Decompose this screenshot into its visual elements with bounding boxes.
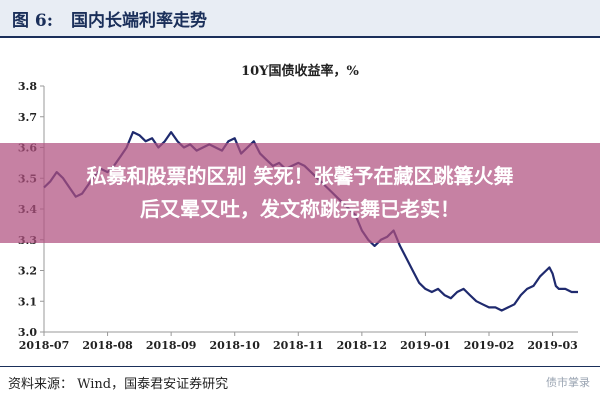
header-rule	[0, 36, 600, 38]
overlay-headline-line-1: 私募和股票的区别 笑死！张馨予在藏区跳篝火舞	[86, 164, 514, 188]
x-tick-label: 2018-08	[82, 339, 133, 352]
figure-header: 图 6: 国内长端利率走势	[0, 0, 600, 36]
news-overlay-banner[interactable]: 私募和股票的区别 笑死！张馨予在藏区跳篝火舞 后又晕又吐，发文称跳完舞已老实！	[0, 143, 600, 243]
figure-label: 图 6:	[12, 10, 54, 31]
x-tick-label: 2019-01	[400, 339, 451, 352]
y-tick-label: 3.1	[18, 295, 37, 308]
y-tick-label: 3.8	[18, 80, 37, 93]
x-tick-label: 2018-09	[146, 339, 197, 352]
y-tick-label: 3.0	[18, 326, 37, 339]
figure-title: 国内长端利率走势	[71, 10, 208, 31]
source-note: 资料来源： Wind，国泰君安证券研究	[8, 377, 229, 392]
x-tick-label: 2018-07	[19, 339, 70, 352]
x-tick-label: 2019-03	[527, 339, 578, 352]
x-tick-label: 2019-02	[464, 339, 515, 352]
x-tick-label: 2018-10	[209, 339, 260, 352]
watermark: 债市掌录	[546, 376, 590, 389]
x-tick-label: 2018-11	[273, 339, 324, 352]
footer-rule	[0, 366, 600, 367]
y-tick-label: 3.7	[18, 111, 37, 124]
x-tick-label: 2018-12	[337, 339, 388, 352]
y-tick-label: 3.2	[18, 265, 37, 278]
chart-title: 10Y国债收益率，%	[241, 64, 359, 79]
overlay-headline-line-2: 后又晕又吐，发文称跳完舞已老实！	[140, 197, 460, 221]
